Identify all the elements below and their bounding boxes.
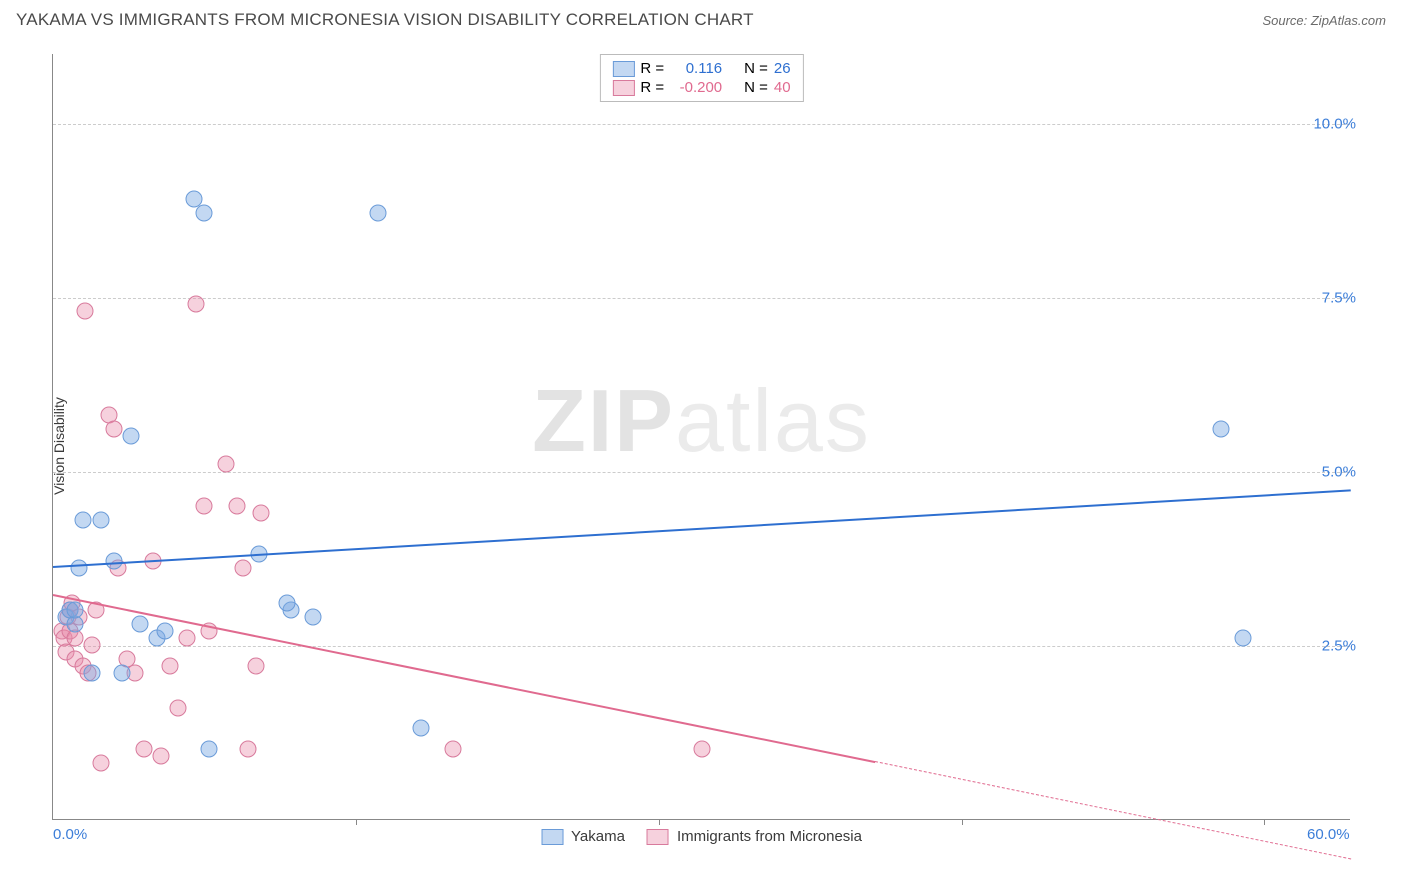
correlation-legend: R = 0.116 N = 26 R = -0.200 N = 40 xyxy=(599,54,803,102)
data-point-yakama xyxy=(92,511,109,528)
swatch-yakama xyxy=(612,61,634,77)
x-tick-mark xyxy=(962,819,963,825)
watermark: ZIPatlas xyxy=(532,370,871,472)
data-point-micronesia xyxy=(105,421,122,438)
x-tick-label: 60.0% xyxy=(1307,826,1350,843)
data-point-yakama xyxy=(70,560,87,577)
y-tick-label: 7.5% xyxy=(1322,289,1356,306)
data-point-yakama xyxy=(114,664,131,681)
chart-source: Source: ZipAtlas.com xyxy=(1262,13,1386,28)
data-point-yakama xyxy=(304,609,321,626)
data-point-micronesia xyxy=(170,699,187,716)
swatch-micronesia xyxy=(612,80,634,96)
data-point-yakama xyxy=(200,741,217,758)
trendline-micronesia xyxy=(53,594,875,763)
trendline-micronesia-extrapolated xyxy=(875,761,1351,859)
data-point-micronesia xyxy=(694,741,711,758)
x-tick-mark xyxy=(1264,819,1265,825)
chart-title: YAKAMA VS IMMIGRANTS FROM MICRONESIA VIS… xyxy=(16,10,754,30)
series-legend: Yakama Immigrants from Micronesia xyxy=(541,828,862,845)
swatch-yakama xyxy=(541,829,563,845)
data-point-yakama xyxy=(369,205,386,222)
data-point-micronesia xyxy=(252,504,269,521)
chart-plot-area: ZIPatlas R = 0.116 N = 26 R = -0.200 N =… xyxy=(52,54,1350,820)
swatch-micronesia xyxy=(647,829,669,845)
data-point-micronesia xyxy=(187,295,204,312)
data-point-yakama xyxy=(157,622,174,639)
y-tick-label: 2.5% xyxy=(1322,637,1356,654)
data-point-micronesia xyxy=(92,755,109,772)
data-point-yakama xyxy=(196,205,213,222)
data-point-micronesia xyxy=(196,497,213,514)
gridline xyxy=(53,298,1350,299)
x-tick-label: 0.0% xyxy=(53,826,87,843)
data-point-yakama xyxy=(66,602,83,619)
legend-label-micronesia: Immigrants from Micronesia xyxy=(677,828,862,845)
data-point-yakama xyxy=(83,664,100,681)
data-point-yakama xyxy=(278,595,295,612)
x-tick-mark xyxy=(356,819,357,825)
gridline xyxy=(53,124,1350,125)
data-point-micronesia xyxy=(83,636,100,653)
data-point-yakama xyxy=(1213,421,1230,438)
y-tick-label: 5.0% xyxy=(1322,463,1356,480)
legend-label-yakama: Yakama xyxy=(571,828,625,845)
data-point-micronesia xyxy=(77,302,94,319)
data-point-micronesia xyxy=(248,657,265,674)
data-point-micronesia xyxy=(235,560,252,577)
data-point-micronesia xyxy=(179,629,196,646)
gridline xyxy=(53,646,1350,647)
data-point-micronesia xyxy=(161,657,178,674)
data-point-micronesia xyxy=(239,741,256,758)
data-point-yakama xyxy=(122,428,139,445)
data-point-micronesia xyxy=(445,741,462,758)
data-point-micronesia xyxy=(135,741,152,758)
data-point-yakama xyxy=(412,720,429,737)
data-point-yakama xyxy=(75,511,92,528)
x-tick-mark xyxy=(659,819,660,825)
trendline-yakama xyxy=(53,489,1351,568)
data-point-micronesia xyxy=(153,748,170,765)
data-point-yakama xyxy=(1234,629,1251,646)
data-point-micronesia xyxy=(228,497,245,514)
y-tick-label: 10.0% xyxy=(1313,115,1356,132)
gridline xyxy=(53,472,1350,473)
data-point-micronesia xyxy=(218,455,235,472)
data-point-yakama xyxy=(131,616,148,633)
